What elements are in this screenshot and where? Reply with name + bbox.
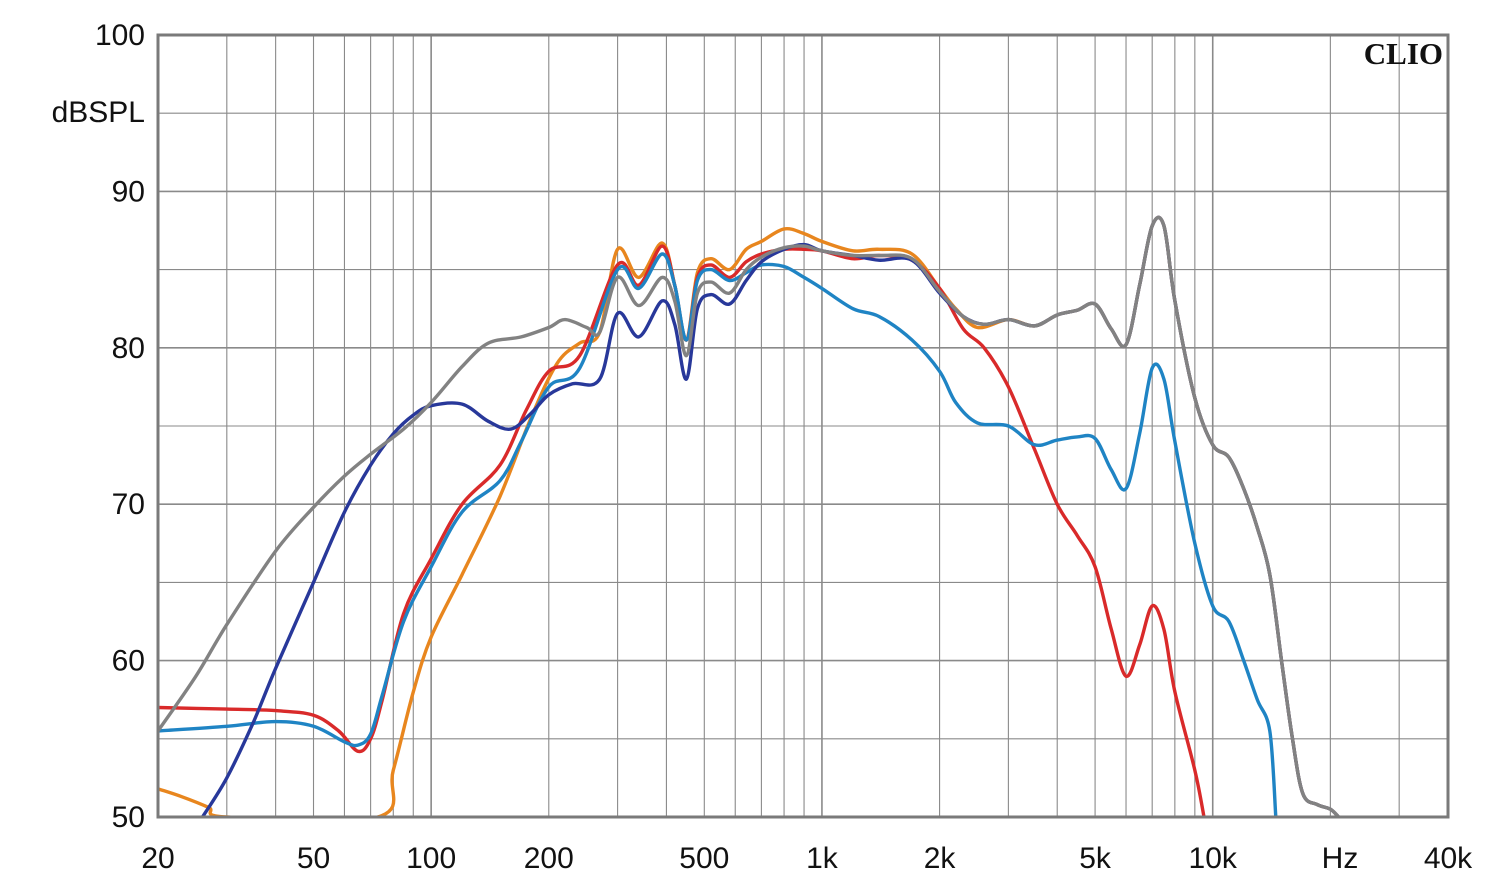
x-tick-label: 50 (297, 842, 330, 875)
y-axis-tick-labels: 100 90 80 70 60 50 (95, 19, 145, 834)
x-tick-label: 1k (806, 842, 839, 875)
x-tick-label: 100 (406, 842, 456, 875)
series-line-1 (158, 215, 1341, 817)
y-tick-label: 60 (112, 645, 145, 678)
grid (158, 35, 1448, 817)
x-tick-label: 40k (1424, 842, 1473, 875)
x-axis-unit-label: Hz (1322, 842, 1359, 875)
y-axis-unit-label: dBSPL (52, 96, 145, 129)
x-tick-label: 200 (524, 842, 574, 875)
x-tick-label: 500 (679, 842, 729, 875)
y-tick-label: 100 (95, 19, 145, 52)
x-tick-label: 2k (924, 842, 957, 875)
clio-brand-label: CLIO (1364, 36, 1443, 71)
y-tick-label: 80 (112, 332, 145, 365)
series-line-3 (158, 252, 1278, 817)
series-line-5 (158, 215, 1341, 817)
x-tick-label: 10k (1189, 842, 1238, 875)
x-axis-tick-labels: 20 50 100 200 500 1k 2k 5k 10k 40k (141, 842, 1473, 875)
x-tick-label: 5k (1079, 842, 1112, 875)
plot-frame (156, 33, 1450, 819)
x-tick-label: 20 (141, 842, 174, 875)
y-tick-label: 90 (112, 175, 145, 208)
series-curves (158, 215, 1341, 817)
y-tick-label: 50 (112, 801, 145, 834)
y-tick-label: 70 (112, 488, 145, 521)
